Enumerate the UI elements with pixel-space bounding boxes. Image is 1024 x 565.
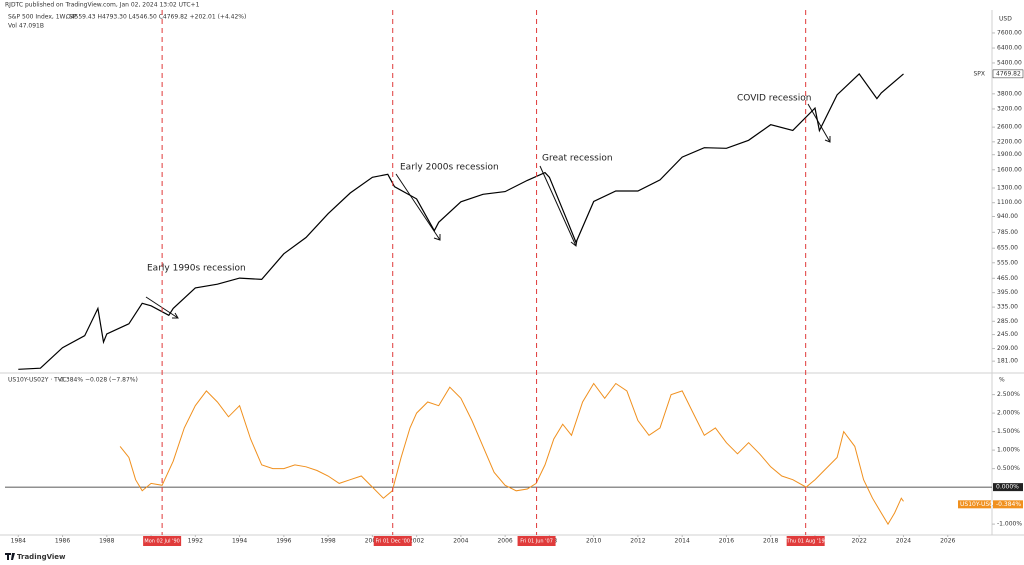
date-label: Mon 02 Jul '90	[144, 539, 179, 545]
y-tick-label: 2600.00	[997, 124, 1022, 131]
y-tick-label: 2.500%	[997, 391, 1020, 398]
x-tick-label: 2018	[763, 538, 778, 545]
date-label-box	[786, 536, 825, 546]
y-tick-label: 3800.00	[997, 90, 1022, 97]
reference-label-box	[993, 483, 1023, 492]
x-tick-label: 2024	[896, 538, 911, 545]
y-tick-label: 5400.00	[997, 59, 1022, 66]
date-label-box	[517, 536, 556, 546]
x-tick-label: 2026	[940, 538, 955, 545]
y-tick-label: 7600.00	[997, 29, 1022, 36]
y-tick-label: 555.00	[997, 259, 1018, 266]
currency: USD	[999, 16, 1012, 23]
arrows	[145, 103, 831, 319]
publisher: RJDTC published on TradingView.com, Jan …	[5, 2, 200, 9]
series-name: US10Y-US02Y	[960, 501, 1001, 508]
reference-label: 0.000%	[996, 484, 1019, 491]
annotation: COVID recession	[737, 94, 811, 104]
y-tick-label: 940.00	[997, 213, 1018, 220]
date-label-box	[373, 536, 412, 546]
ohlc-label: O4559.43 H4793.30 L4546.50 C4769.82 +202…	[66, 14, 246, 21]
date-label: Fri 01 Dec '00	[375, 539, 410, 545]
last-value-box	[993, 500, 1023, 509]
last-value-box	[992, 69, 1024, 79]
x-tick-label: 2006	[497, 538, 512, 545]
y-tick-label: 465.00	[997, 275, 1018, 282]
x-tick-label: 1994	[232, 538, 247, 545]
panel-values: -0.384% −0.028 (−7.87%)	[58, 377, 138, 384]
x-tick-label: 2010	[586, 538, 601, 545]
y-tick-label: 3200.00	[997, 105, 1022, 112]
series-line	[18, 72, 904, 370]
y-tick-label: 1.000%	[997, 447, 1020, 454]
x-tick-label: 1996	[276, 538, 291, 545]
y-tick-label: 1.500%	[997, 428, 1020, 435]
x-tick-label: 2012	[630, 538, 645, 545]
x-tick-label: 2002	[409, 538, 424, 545]
x-tick-label: 2016	[719, 538, 734, 545]
x-tick-label: 2000	[365, 538, 380, 545]
x-tick-label: 1998	[320, 538, 335, 545]
date-label: Fri 01 Jun '07	[520, 539, 553, 545]
y-tick-label: 785.00	[997, 229, 1018, 236]
date-label: Thu 01 Aug '19	[786, 539, 825, 545]
last-value: -0.384%	[996, 501, 1021, 508]
x-tick-label: 2022	[852, 538, 867, 545]
x-tick-label: 2004	[453, 538, 468, 545]
y-tick-label: 0.500%	[997, 465, 1020, 472]
y-tick-label: 1100.00	[997, 199, 1022, 206]
y-tick-label: 6400.00	[997, 45, 1022, 52]
footer-text: TradingView	[17, 553, 66, 561]
last-value: 4769.82	[996, 70, 1021, 77]
x-tick-label: 1992	[188, 538, 203, 545]
series-line	[119, 382, 904, 526]
y-tick-label: 655.00	[997, 245, 1018, 252]
arrow	[395, 173, 441, 241]
y-tick-label: 1300.00	[997, 185, 1022, 192]
y-tick-label: 1900.00	[997, 151, 1022, 158]
arrow	[807, 103, 831, 143]
series-name-box	[958, 500, 991, 509]
y-tick-label: 1600.00	[997, 166, 1022, 173]
y-tick-label: 285.00	[997, 318, 1018, 325]
x-tick-label: 1988	[99, 538, 114, 545]
y-tick-label: 335.00	[997, 304, 1018, 311]
y-tick-label: 395.00	[997, 289, 1018, 296]
chart-title: S&P 500 Index, 1W, SP	[8, 14, 77, 21]
annotation: Great recession	[542, 154, 613, 164]
annotation: Early 1990s recession	[147, 264, 246, 274]
annotation: Early 2000s recession	[400, 163, 499, 173]
unit: %	[999, 377, 1005, 384]
y-tick-label: 181.00	[997, 358, 1018, 365]
y-tick-label: 2.000%	[997, 410, 1020, 417]
footer: TradingView	[5, 553, 66, 561]
volume-label: Vol 47.091B	[8, 23, 44, 30]
x-tick-label: 1986	[55, 538, 70, 545]
logo	[5, 553, 15, 560]
y-tick-label: 209.00	[997, 345, 1018, 352]
date-label-box	[143, 536, 182, 546]
y-tick-label: 2200.00	[997, 138, 1022, 145]
panel-title: US10Y-US02Y · TVC	[8, 377, 66, 384]
y-tick-label: -1.000%	[997, 521, 1022, 528]
series-name: SPX	[973, 70, 985, 77]
x-tick-label: 1984	[11, 538, 26, 545]
y-tick-label: 245.00	[997, 331, 1018, 338]
x-tick-label: 2014	[675, 538, 690, 545]
